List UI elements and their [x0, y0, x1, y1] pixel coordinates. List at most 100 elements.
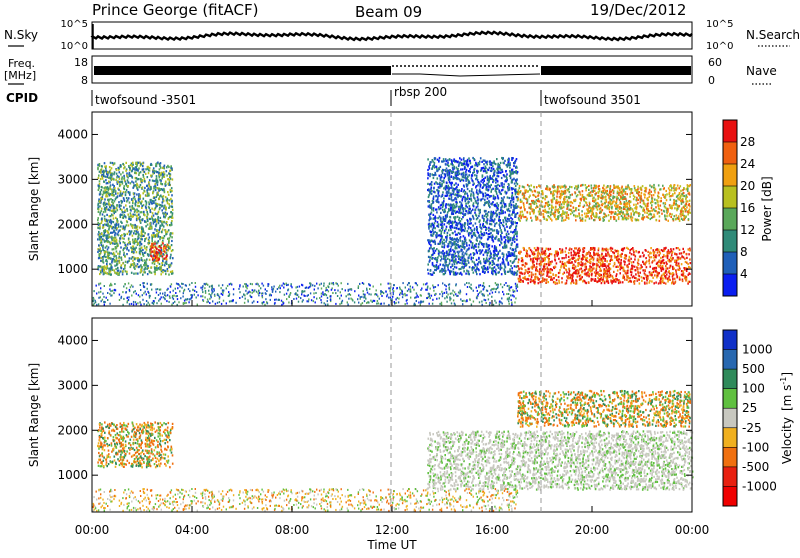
heatmap-cell	[455, 177, 457, 179]
heatmap-cell	[532, 260, 534, 262]
heatmap-cell	[502, 224, 504, 226]
heatmap-cell	[439, 175, 441, 177]
heatmap-cell	[116, 257, 118, 259]
heatmap-cell	[611, 282, 613, 284]
heatmap-cell	[112, 242, 114, 244]
heatmap-cell	[461, 202, 463, 204]
heatmap-cell	[138, 210, 140, 212]
heatmap-cell	[565, 256, 567, 258]
heatmap-cell	[452, 257, 454, 259]
heatmap-cell	[138, 266, 140, 268]
heatmap-cell	[568, 268, 570, 270]
heatmap-cell	[139, 218, 141, 220]
heatmap-cell	[461, 266, 463, 268]
heatmap-cell	[105, 256, 107, 258]
heatmap-cell	[149, 184, 151, 186]
heatmap-cell	[102, 258, 104, 260]
heatmap-cell	[684, 268, 686, 270]
heatmap-cell	[645, 274, 647, 276]
heatmap-cell	[506, 177, 508, 179]
heatmap-cell	[455, 172, 457, 174]
heatmap-cell	[682, 248, 684, 250]
heatmap-cell	[627, 272, 629, 274]
heatmap-cell	[100, 250, 102, 252]
heatmap-cell	[448, 249, 450, 251]
heatmap-cell	[529, 271, 531, 273]
heatmap-cell	[125, 215, 127, 217]
heatmap-cell	[165, 273, 167, 275]
heatmap-cell	[444, 270, 446, 272]
heatmap-cell	[511, 222, 513, 224]
heatmap-cell	[560, 252, 562, 254]
heatmap-cell	[514, 265, 516, 267]
heatmap-cell	[515, 230, 517, 232]
heatmap-cell	[505, 246, 507, 248]
heatmap-cell	[460, 220, 462, 222]
heatmap-cell	[476, 259, 478, 261]
heatmap-cell	[137, 243, 139, 245]
heatmap-cell	[617, 255, 619, 257]
heatmap-cell	[457, 174, 459, 176]
heatmap-cell	[468, 247, 470, 249]
heatmap-cell	[440, 178, 442, 180]
heatmap-cell	[510, 265, 512, 267]
heatmap-cell	[684, 258, 686, 260]
heatmap-cell	[579, 250, 581, 252]
heatmap-cell	[610, 247, 612, 249]
heatmap-cell	[571, 254, 573, 256]
heatmap-cell	[440, 166, 442, 168]
heatmap-cell	[565, 283, 567, 285]
heatmap-cell	[135, 272, 137, 274]
heatmap-cell	[455, 216, 457, 218]
heatmap-cell	[165, 262, 167, 264]
heatmap-cell	[496, 172, 498, 174]
heatmap-cell	[429, 216, 431, 218]
heatmap-cell	[497, 164, 499, 166]
heatmap-cell	[571, 261, 573, 263]
heatmap-cell	[127, 261, 129, 263]
heatmap-cell	[120, 190, 122, 192]
heatmap-cell	[147, 273, 149, 275]
heatmap-cell	[477, 202, 479, 204]
heatmap-cell	[499, 219, 501, 221]
heatmap-cell	[442, 172, 444, 174]
heatmap-cell	[448, 187, 450, 189]
heatmap-cell	[110, 188, 112, 190]
heatmap-cell	[596, 263, 598, 265]
heatmap-cell	[156, 248, 158, 250]
heatmap-cell	[682, 270, 684, 272]
heatmap-cell	[494, 247, 496, 249]
heatmap-cell	[462, 240, 464, 242]
heatmap-cell	[115, 191, 117, 193]
heatmap-cell	[149, 218, 151, 220]
heatmap-cell	[589, 268, 591, 270]
heatmap-cell	[514, 221, 516, 223]
heatmap-cell	[430, 256, 432, 258]
heatmap-cell	[461, 218, 463, 220]
heatmap-cell	[598, 247, 600, 249]
heatmap-cell	[667, 278, 669, 280]
heatmap-cell	[623, 248, 625, 250]
heatmap-cell	[469, 244, 471, 246]
heatmap-cell	[517, 270, 519, 272]
heatmap-cell	[121, 267, 123, 269]
heatmap-cell	[487, 238, 489, 240]
heatmap-cell	[492, 201, 494, 203]
heatmap-cell	[144, 171, 146, 173]
heatmap-cell	[445, 217, 447, 219]
heatmap-cell	[656, 263, 658, 265]
heatmap-cell	[460, 229, 462, 231]
heatmap-cell	[429, 225, 431, 227]
heatmap-cell	[157, 230, 159, 232]
heatmap-cell	[99, 273, 101, 275]
heatmap-cell	[137, 226, 139, 228]
heatmap-cell	[428, 219, 430, 221]
heatmap-cell	[530, 258, 532, 260]
heatmap-cell	[495, 190, 497, 192]
heatmap-cell	[539, 281, 541, 283]
heatmap-cell	[432, 202, 434, 204]
heatmap-cell	[131, 181, 133, 183]
heatmap-cell	[450, 194, 452, 196]
heatmap-cell	[101, 208, 103, 210]
heatmap-cell	[444, 232, 446, 234]
